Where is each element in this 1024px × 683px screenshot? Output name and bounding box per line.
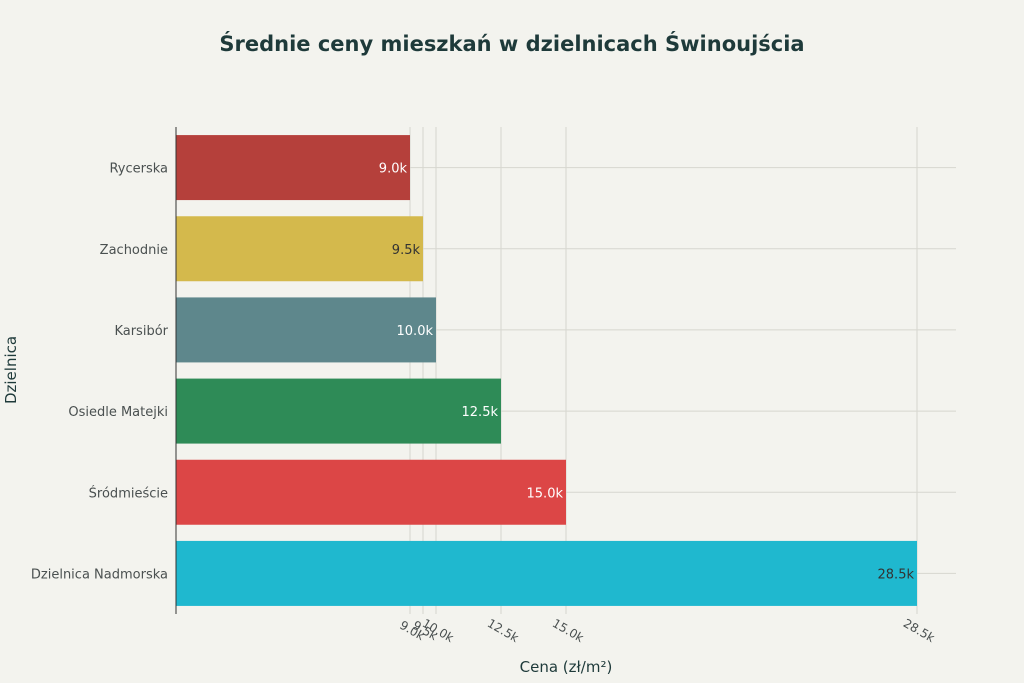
x-tick-label: 15.0k bbox=[550, 616, 586, 645]
y-axis-title: Dzielnica bbox=[2, 336, 20, 404]
bar-value-label: 10.0k bbox=[397, 324, 434, 339]
y-tick-label: Karsibór bbox=[114, 324, 168, 339]
bar bbox=[176, 378, 501, 444]
y-tick-label: Zachodnie bbox=[100, 243, 168, 258]
bar-value-label: 28.5k bbox=[878, 567, 915, 582]
x-axis-title: Cena (zł/m²) bbox=[520, 658, 613, 676]
y-tick-label: Śródmieście bbox=[89, 485, 168, 501]
bar-value-label: 9.0k bbox=[379, 162, 408, 177]
bar-value-label: 12.5k bbox=[462, 405, 499, 420]
chart-title: Średnie ceny mieszkań w dzielnicach Świn… bbox=[219, 31, 804, 56]
bar bbox=[176, 459, 566, 525]
bar bbox=[176, 297, 436, 363]
bar-value-label: 15.0k bbox=[527, 486, 564, 501]
x-tick-label: 10.0k bbox=[420, 616, 456, 645]
bar bbox=[176, 216, 423, 282]
bar bbox=[176, 135, 410, 201]
bar-value-label: 9.5k bbox=[392, 243, 421, 258]
x-tick-label: 12.5k bbox=[485, 616, 521, 645]
y-tick-label: Rycerska bbox=[109, 162, 168, 177]
bars bbox=[176, 135, 917, 606]
x-tick-label: 28.5k bbox=[901, 616, 937, 645]
y-tick-label: Osiedle Matejki bbox=[68, 405, 168, 420]
y-tick-label: Dzielnica Nadmorska bbox=[31, 567, 168, 582]
bar bbox=[176, 540, 917, 606]
